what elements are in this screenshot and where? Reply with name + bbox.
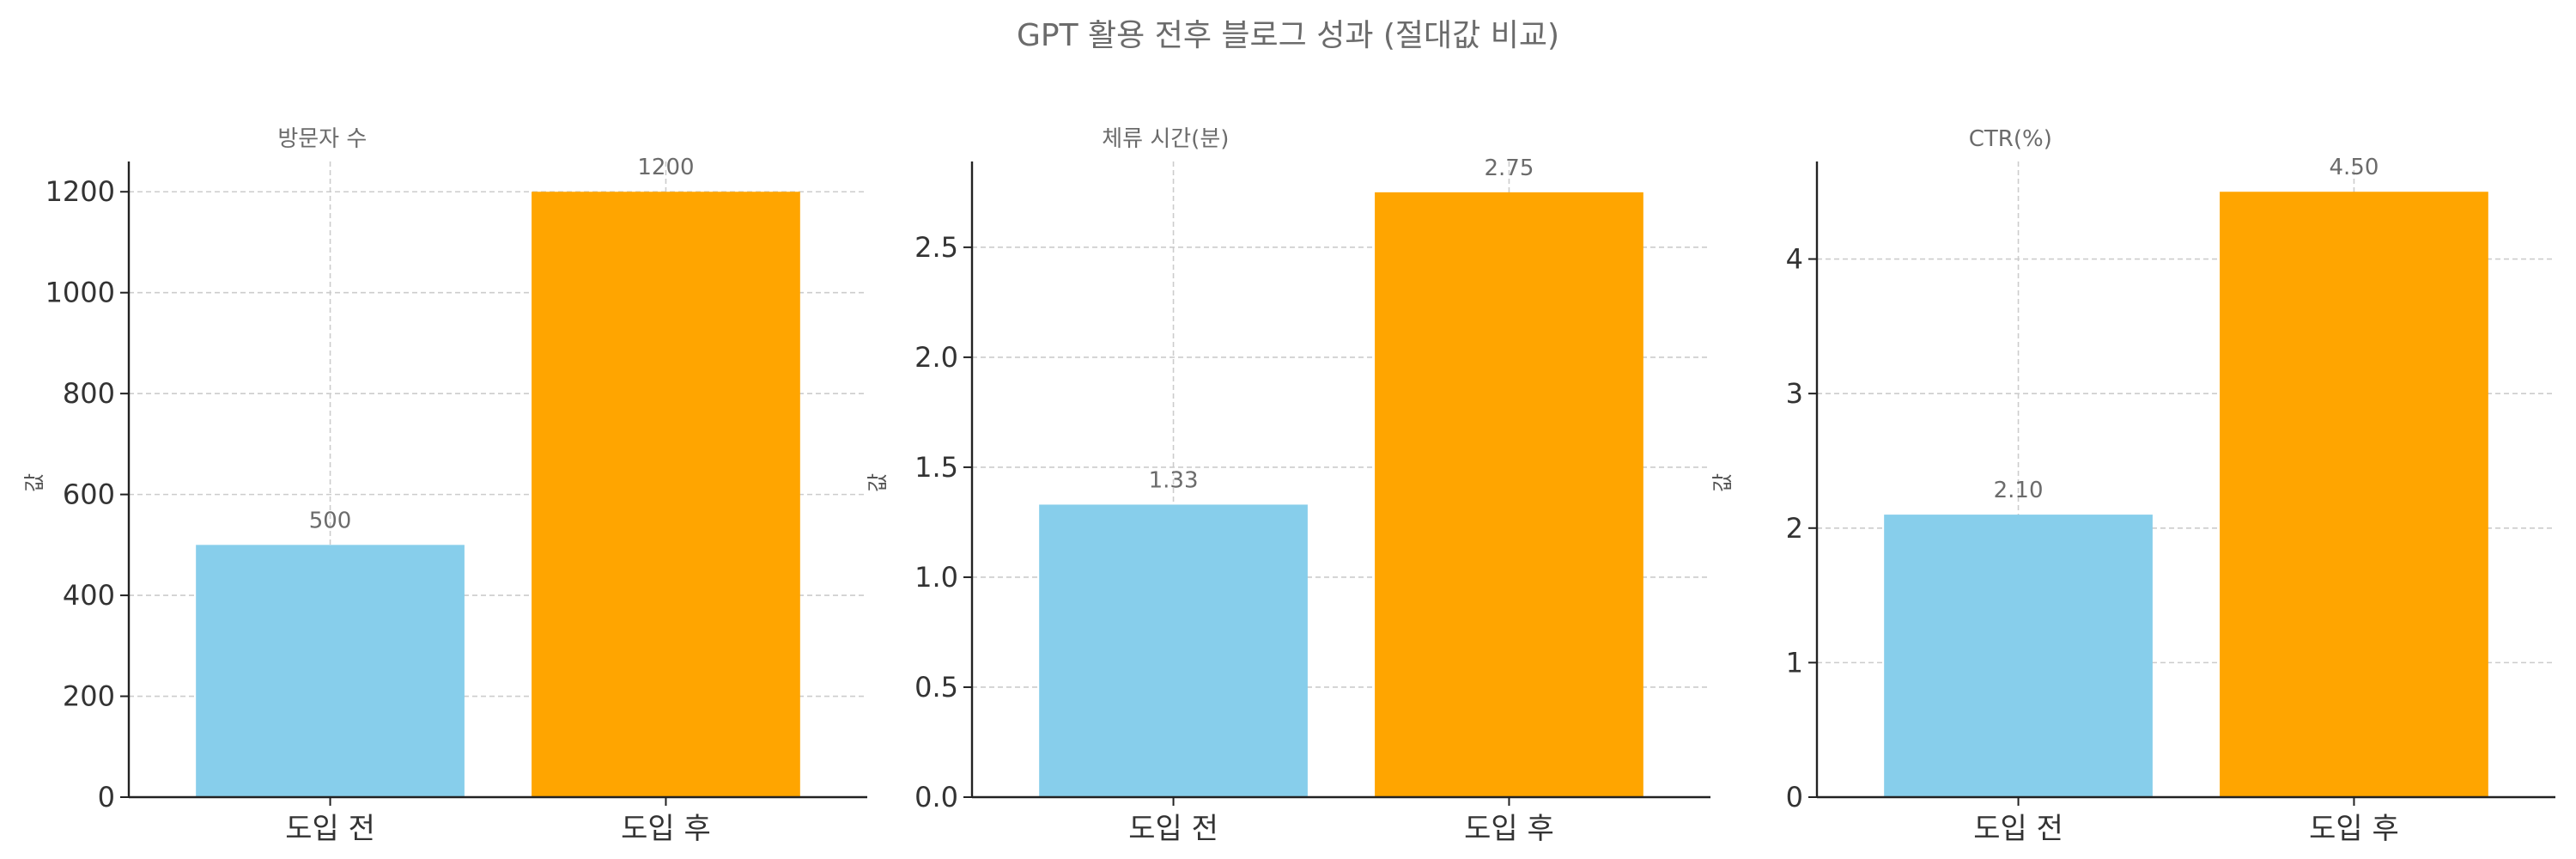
y-tick-label: 1000 <box>46 277 115 309</box>
bar <box>1039 504 1308 797</box>
panel-title: 체류 시간(분) <box>1102 126 1229 152</box>
y-tick-label: 1200 <box>46 175 115 208</box>
y-tick-label: 800 <box>63 377 115 410</box>
x-tick-label: 도입 후 <box>2309 812 2399 846</box>
y-tick-label: 2.0 <box>914 341 958 374</box>
panel-title: 방문자 수 <box>277 126 367 152</box>
y-tick-label: 4 <box>1786 243 1803 276</box>
bar <box>1884 515 2153 797</box>
bar-value-label: 1.33 <box>1149 467 1199 493</box>
figure-title: GPT 활용 전후 블로그 성과 (절대값 비교) <box>1016 18 1560 53</box>
y-axis-label: 값 <box>22 473 46 492</box>
bar <box>1375 192 1643 797</box>
bar <box>2220 192 2488 797</box>
x-tick-label: 도입 전 <box>1128 812 1218 846</box>
x-tick-label: 도입 전 <box>1973 812 2063 846</box>
y-tick-label: 2.5 <box>914 231 958 264</box>
panel-title: CTR(%) <box>1969 126 2052 152</box>
y-tick-label: 400 <box>63 579 115 612</box>
y-tick-label: 3 <box>1786 377 1803 410</box>
bar <box>196 545 465 797</box>
bar-value-label: 2.10 <box>1994 478 2044 503</box>
bar-value-label: 4.50 <box>2330 155 2379 180</box>
y-tick-label: 1.5 <box>914 451 958 484</box>
bar-value-label: 500 <box>309 508 352 533</box>
x-tick-label: 도입 후 <box>621 812 711 846</box>
bar-value-label: 2.75 <box>1485 155 1534 181</box>
y-tick-label: 1 <box>1786 646 1803 679</box>
y-axis-label: 값 <box>1710 473 1735 492</box>
y-tick-label: 200 <box>63 680 115 713</box>
y-tick-label: 0.5 <box>914 671 958 704</box>
y-tick-label: 0 <box>98 781 115 813</box>
y-tick-label: 2 <box>1786 512 1803 545</box>
bar <box>532 192 800 797</box>
y-tick-label: 0.0 <box>914 781 958 813</box>
x-tick-label: 도입 후 <box>1464 812 1554 846</box>
x-tick-label: 도입 전 <box>285 812 375 846</box>
y-tick-label: 0 <box>1786 781 1803 813</box>
y-tick-label: 600 <box>63 478 115 511</box>
bar-value-label: 1200 <box>637 155 694 180</box>
y-tick-label: 1.0 <box>914 561 958 594</box>
y-axis-label: 값 <box>866 473 890 492</box>
